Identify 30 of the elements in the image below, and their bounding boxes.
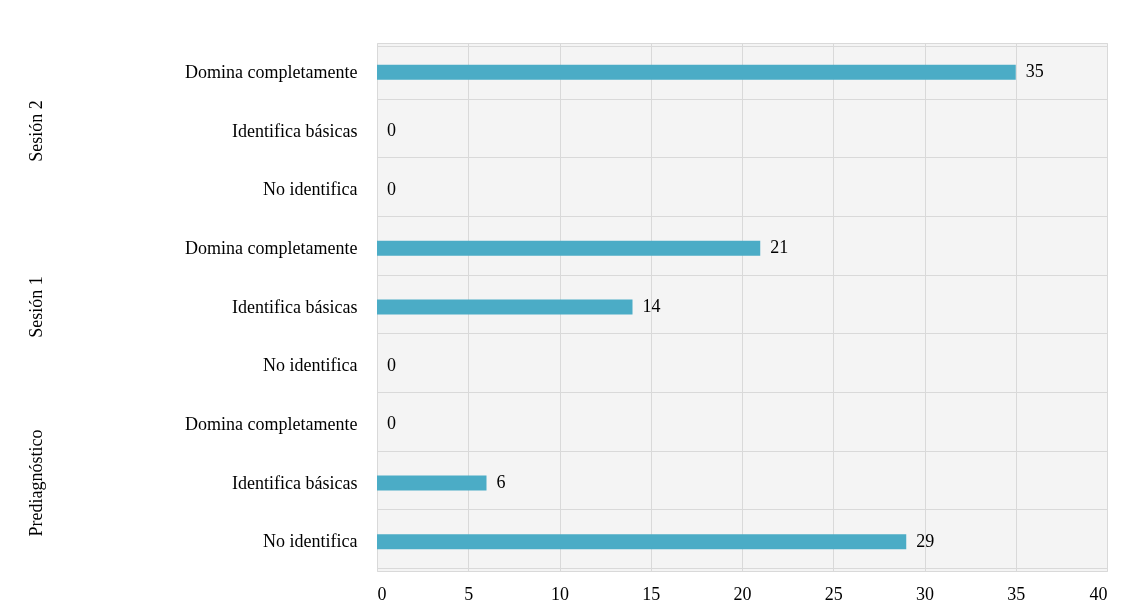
data-label: 0: [387, 178, 396, 199]
x-tick-label: 0: [377, 583, 387, 604]
x-tick-label: 15: [642, 583, 661, 604]
y-tick-label: Identifica básicas: [232, 472, 358, 493]
x-tick-label: 40: [1089, 583, 1108, 604]
y-tick-label: No identifica: [263, 179, 358, 200]
y-tick-label: Domina completamente: [185, 61, 358, 82]
text: Sesión 2: [26, 100, 46, 162]
y-tick-label: Identifica básicas: [232, 296, 358, 317]
data-label: 21: [770, 237, 789, 258]
data-label: 14: [642, 296, 661, 316]
y-tick-label: No identifica: [263, 355, 358, 376]
text: Sesión 1: [26, 276, 46, 338]
data-label: 35: [1025, 61, 1044, 82]
x-tick-label: 30: [916, 583, 934, 604]
data-label: 0: [387, 413, 396, 434]
y-tick-label: Identifica básicas: [232, 120, 358, 141]
y-tick-label: No identifica: [263, 531, 358, 552]
data-label: 0: [387, 354, 396, 375]
data-label: 0: [387, 120, 396, 140]
data-label: 29: [916, 530, 935, 551]
data-label: 6: [496, 472, 506, 492]
x-tick-label: 20: [733, 583, 752, 604]
x-tick-label: 25: [824, 583, 843, 604]
x-tick-label: 10: [551, 583, 569, 604]
x-tick-label: 5: [464, 583, 474, 604]
text: Prediagnóstico: [26, 429, 46, 537]
x-tick-label: 35: [1007, 583, 1026, 604]
y-tick-label: Domina completamente: [185, 413, 358, 434]
y-tick-label: Domina completamente: [185, 237, 358, 258]
